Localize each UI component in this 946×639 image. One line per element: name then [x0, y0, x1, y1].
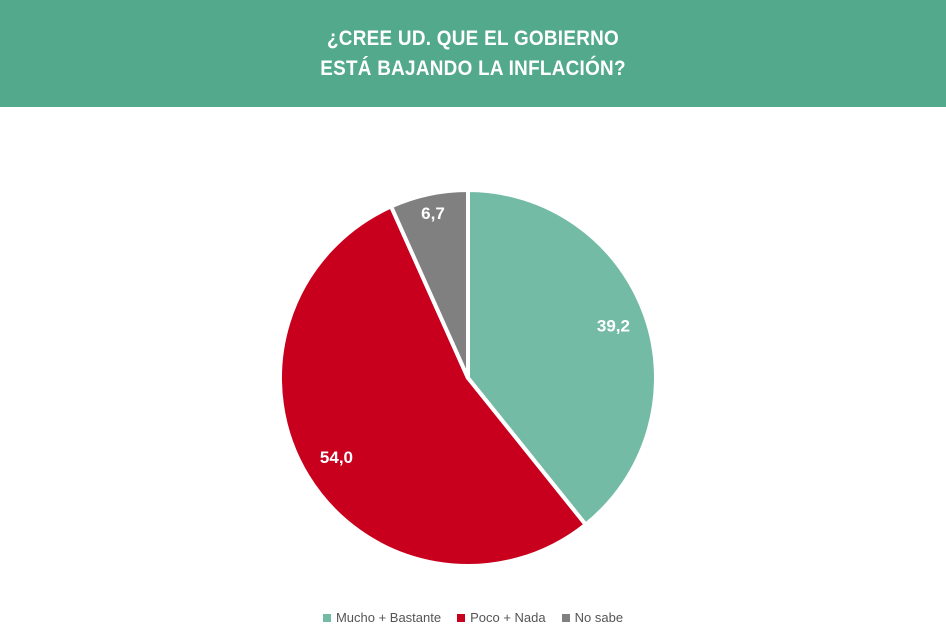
legend-label: Poco + Nada	[470, 610, 546, 625]
pie-slice	[466, 188, 658, 527]
legend-swatch	[322, 613, 331, 622]
data-label: 6,7	[421, 204, 445, 223]
legend-swatch	[561, 613, 570, 622]
legend-label: No sabe	[574, 610, 624, 625]
pie-slice	[278, 204, 588, 568]
legend-item: Poco + Nada	[457, 610, 546, 625]
chart-title: ¿CREE UD. QUE EL GOBIERNO ESTÁ BAJANDO L…	[320, 26, 626, 80]
data-label: 54,0	[320, 448, 353, 467]
legend-label: Mucho + Bastante	[335, 610, 442, 625]
legend-item: No sabe	[561, 610, 624, 625]
legend-swatch	[457, 613, 466, 622]
data-label: 39,2	[597, 316, 630, 335]
title-banner: ¿CREE UD. QUE EL GOBIERNO ESTÁ BAJANDO L…	[0, 0, 946, 107]
legend: Mucho + Bastante Poco + Nada No sabe	[0, 610, 946, 625]
pie-slice	[389, 188, 470, 380]
legend-item: Mucho + Bastante	[322, 610, 442, 625]
